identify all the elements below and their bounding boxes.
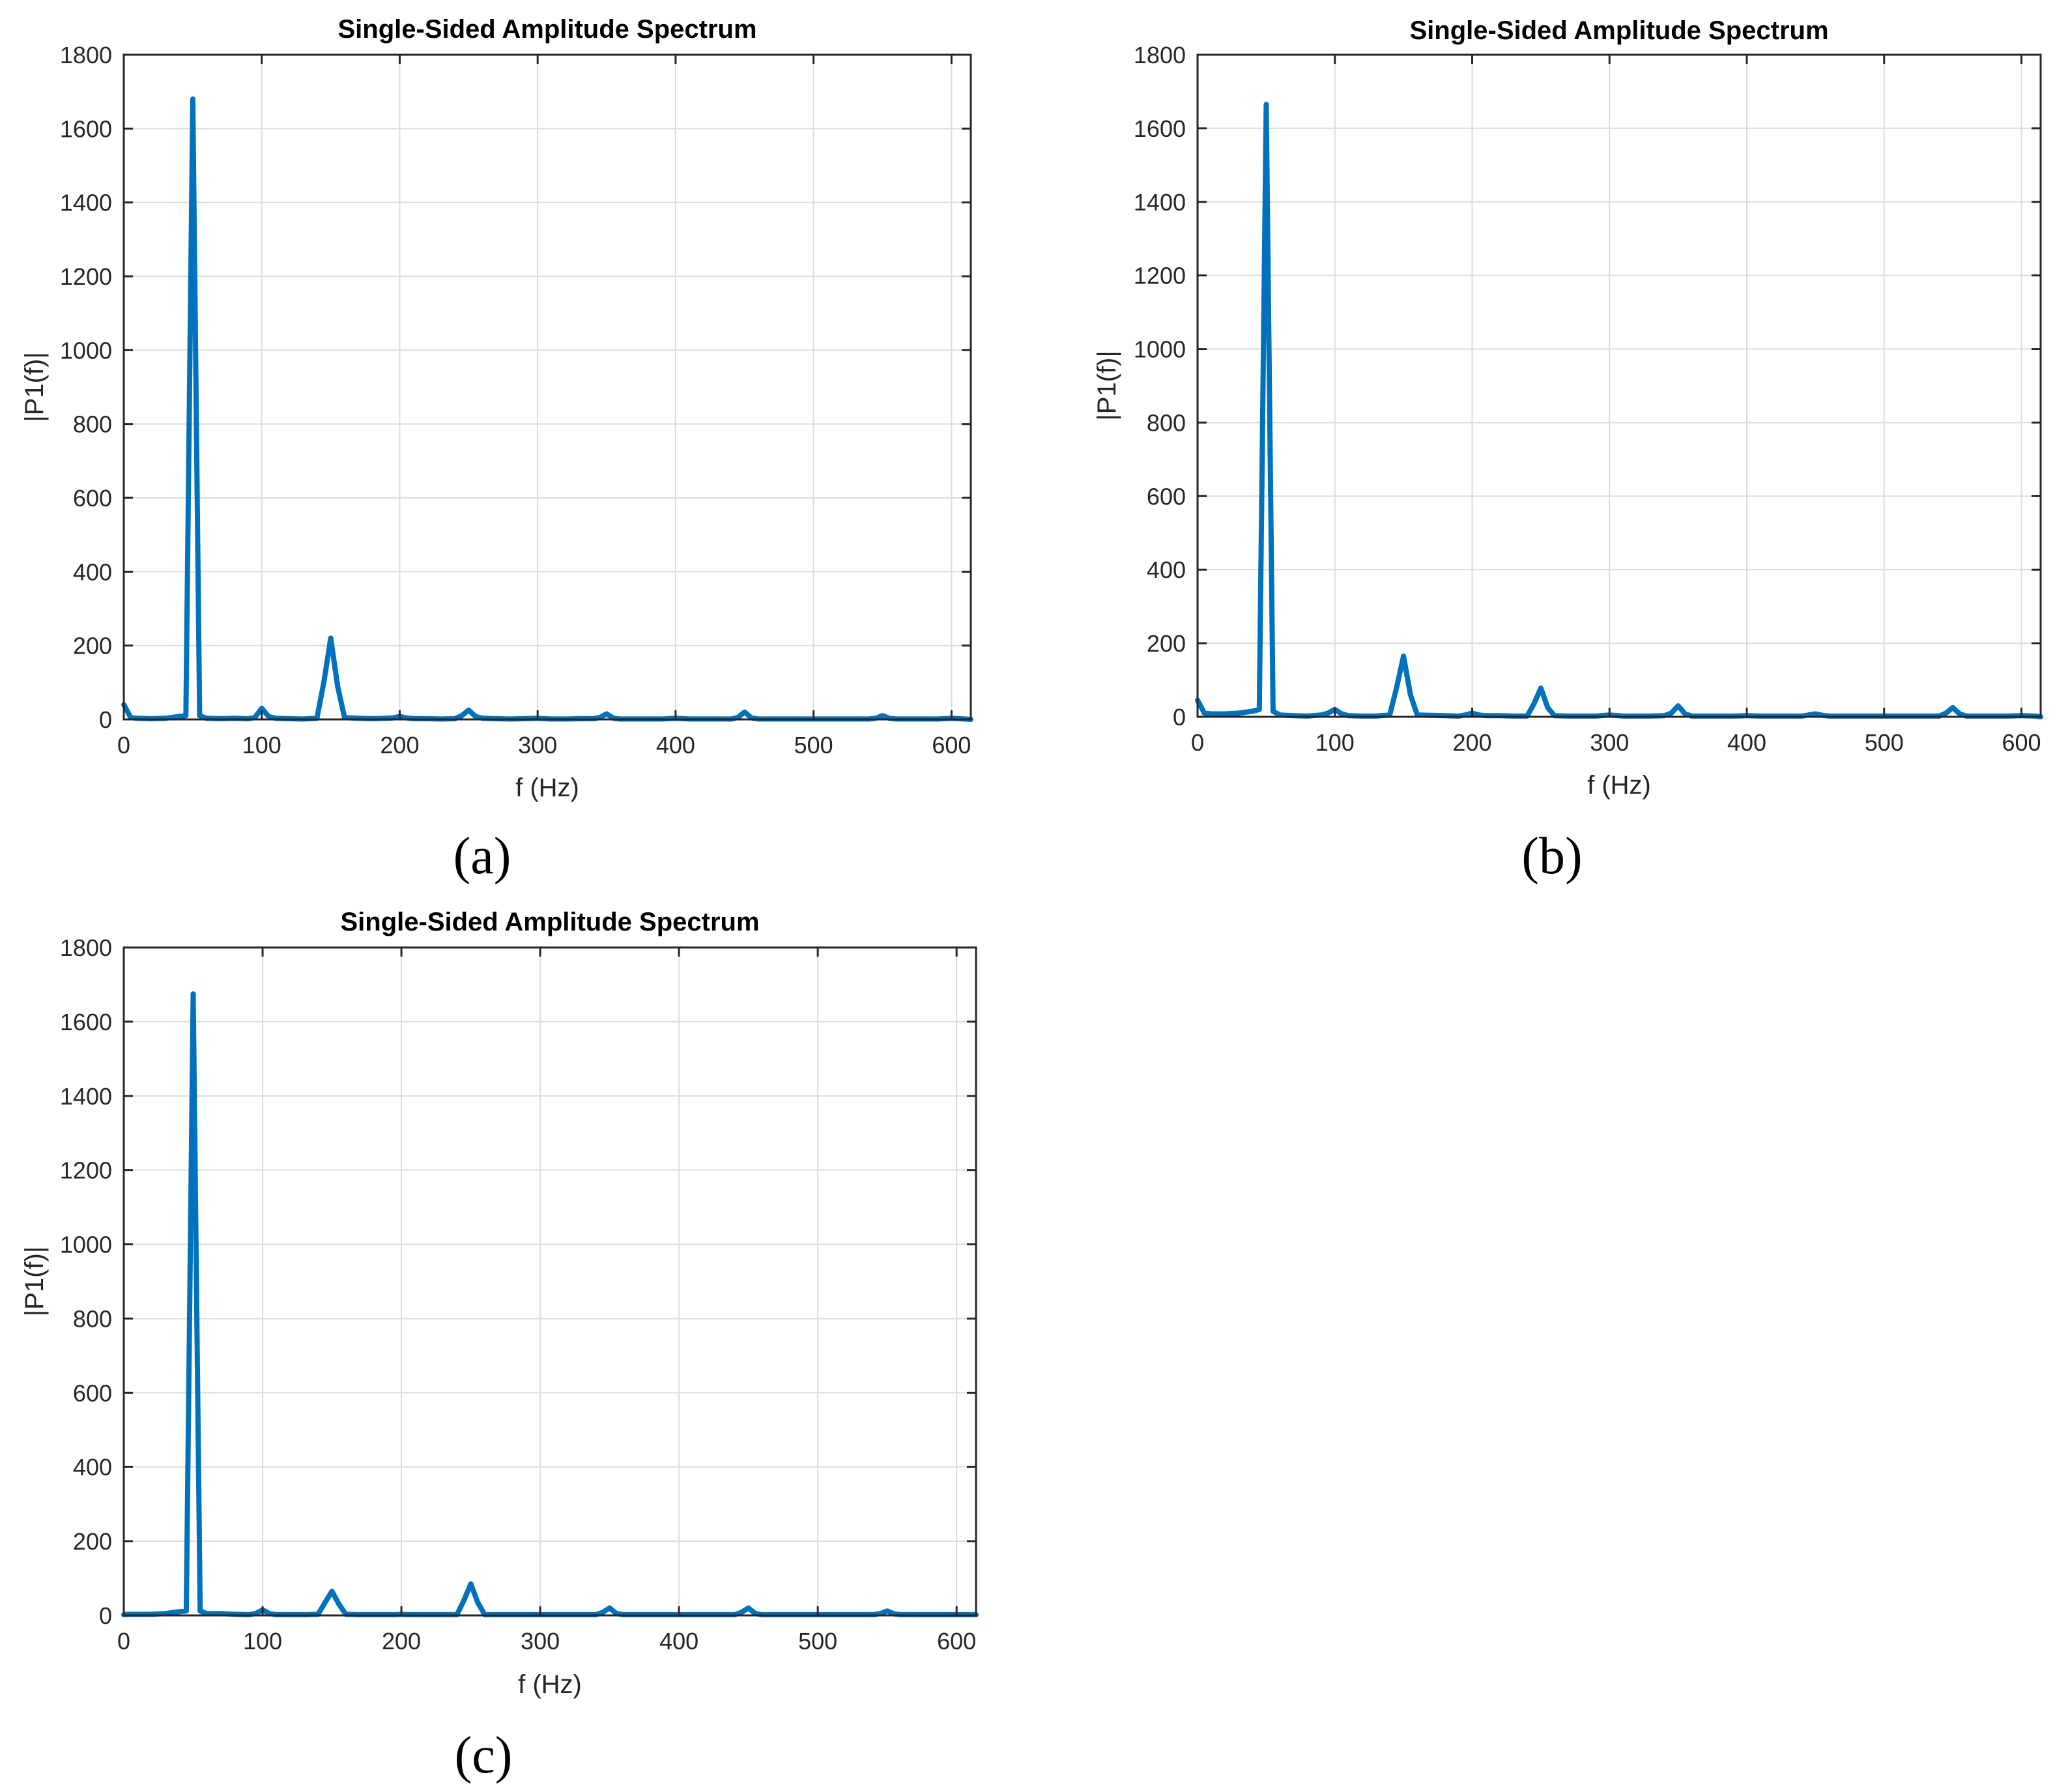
x-tick-label: 500 — [798, 1628, 837, 1655]
y-tick-label: 0 — [1173, 704, 1186, 730]
x-tick-label: 300 — [1590, 729, 1629, 756]
x-axis-label: f (Hz) — [515, 773, 579, 802]
panel-caption: (a) — [453, 828, 511, 885]
y-tick-label: 1600 — [60, 1009, 112, 1035]
x-tick-label: 200 — [382, 1628, 421, 1655]
x-tick-label: 0 — [117, 1628, 130, 1655]
plot-frame — [122, 946, 977, 1617]
x-tick-label: 500 — [794, 732, 833, 759]
y-tick-label: 1200 — [60, 1157, 112, 1184]
x-tick-label: 100 — [243, 1628, 282, 1655]
y-axis-label: |P1(f)| — [20, 352, 49, 422]
y-tick-label: 800 — [1147, 409, 1186, 436]
x-tick-label: 600 — [932, 732, 971, 759]
y-axis-label: |P1(f)| — [1093, 351, 1121, 420]
x-tick-label: 100 — [1315, 729, 1355, 756]
y-tick-label: 1800 — [60, 42, 112, 68]
chart-panel-a: 0 100 200 300 400 500 600 0 200 400 600 800 1000 1200… — [20, 15, 973, 885]
y-tick-label: 600 — [1147, 483, 1186, 510]
y-tick-label: 600 — [73, 485, 112, 512]
y-tick-label: 200 — [73, 633, 112, 659]
x-tick-label: 500 — [1865, 729, 1904, 756]
y-tick-label: 1400 — [60, 190, 112, 216]
panel-caption: (c) — [455, 1727, 513, 1784]
y-tick-label: 1600 — [1134, 115, 1186, 142]
x-tick-label: 0 — [1191, 729, 1204, 756]
y-tick-label: 400 — [73, 558, 112, 585]
x-tick-label: 400 — [659, 1628, 698, 1655]
y-axis-label: |P1(f)| — [20, 1247, 49, 1316]
chart-panel-c: 0 100 200 300 400 500 600 0 200 400 600 800 1000 1200… — [20, 908, 979, 1784]
plot-area — [1198, 55, 2041, 717]
y-tick-label: 1400 — [60, 1083, 112, 1110]
y-tick-label: 1000 — [60, 337, 112, 364]
y-tick-label: 1400 — [1134, 189, 1186, 216]
x-tick-label: 100 — [242, 732, 281, 759]
y-tick-label: 1200 — [60, 263, 112, 290]
plot-frame — [1196, 53, 2042, 718]
x-tick-label: 600 — [2002, 729, 2041, 756]
y-tick-label: 1600 — [60, 115, 112, 142]
x-tick-label: 600 — [937, 1628, 976, 1655]
y-tick-label: 600 — [73, 1380, 112, 1406]
x-axis-label: f (Hz) — [518, 1670, 582, 1699]
chart-title: Single-Sided Amplitude Spectrum — [340, 908, 759, 936]
plot-frame — [122, 53, 972, 721]
x-tick-label: 200 — [380, 732, 419, 759]
y-tick-label: 1000 — [1134, 336, 1186, 363]
x-tick-label: 400 — [1727, 729, 1766, 756]
x-tick-label: 300 — [518, 732, 557, 759]
y-tick-label: 800 — [73, 1305, 112, 1332]
chart-title: Single-Sided Amplitude Spectrum — [338, 15, 756, 44]
plot-area — [124, 55, 971, 719]
y-tick-label: 0 — [99, 1602, 112, 1629]
x-tick-label: 0 — [117, 732, 130, 759]
panel-caption: (b) — [1521, 828, 1582, 885]
y-tick-label: 200 — [73, 1528, 112, 1555]
y-tick-label: 1800 — [60, 934, 112, 961]
plot-area — [124, 947, 976, 1615]
x-tick-label: 400 — [656, 732, 695, 759]
y-tick-label: 400 — [73, 1454, 112, 1481]
chart-panel-b: 0 100 200 300 400 500 600 0 200 400 600 800 1000 1200… — [1093, 16, 2043, 885]
y-tick-label: 200 — [1147, 630, 1186, 657]
chart-title: Single-Sided Amplitude Spectrum — [1409, 16, 1828, 45]
y-tick-label: 1200 — [1134, 263, 1186, 289]
y-tick-label: 1800 — [1134, 42, 1186, 68]
x-tick-label: 300 — [521, 1628, 560, 1655]
x-tick-label: 200 — [1452, 729, 1491, 756]
y-tick-label: 400 — [1147, 556, 1186, 583]
y-tick-label: 800 — [73, 411, 112, 438]
y-tick-label: 0 — [99, 706, 112, 733]
y-tick-label: 1000 — [60, 1232, 112, 1258]
x-axis-label: f (Hz) — [1587, 771, 1651, 800]
